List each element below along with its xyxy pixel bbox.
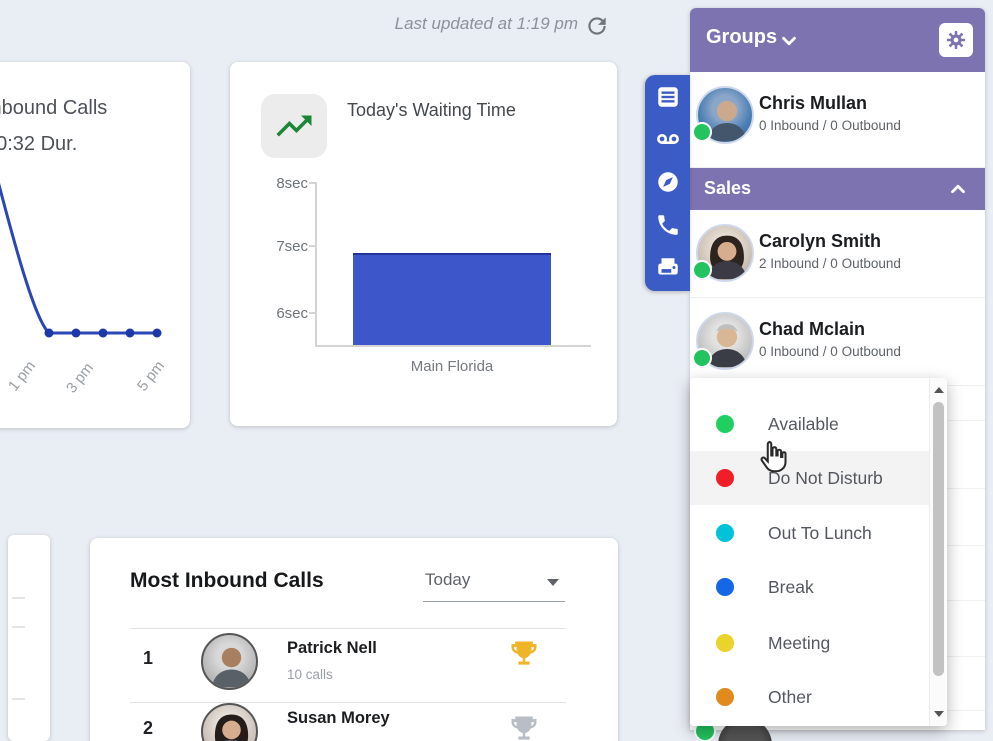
do-not-disturb-dot xyxy=(716,469,734,487)
avatar xyxy=(201,703,258,741)
inbound-duration-label: 00:32 Dur. xyxy=(0,133,78,155)
status-option-other[interactable]: Other xyxy=(690,670,929,724)
rank-number: 2 xyxy=(143,718,154,738)
inbound-calls-label: Inbound Calls xyxy=(0,97,108,119)
groups-title: Groups xyxy=(706,26,778,48)
last-updated-text: Last updated at 1:19 pm xyxy=(394,14,578,33)
sales-group-label: Sales xyxy=(704,178,752,198)
inbound-calls-line-chart xyxy=(0,182,162,338)
bar-category-label: Main Florida xyxy=(410,358,494,375)
x-axis xyxy=(315,345,591,347)
agent-row-chad-mclain[interactable]: Chad Mclain 0 Inbound / 0 Outbound xyxy=(690,298,985,386)
leader-calls: 10 calls xyxy=(287,667,333,682)
trending-up-icon xyxy=(276,115,312,137)
status-option-out-to-lunch[interactable]: Out To Lunch xyxy=(690,506,929,560)
scroll-up-arrow[interactable] xyxy=(934,387,944,393)
status-dot xyxy=(692,260,712,280)
silver-trophy-icon xyxy=(509,713,539,741)
status-dot xyxy=(692,348,712,368)
inbound-calls-card: Inbound Calls 00:32 Dur. 1 pm 3 pm 5 pm xyxy=(0,62,190,428)
voicemail-icon[interactable] xyxy=(655,126,681,152)
agent-stats: 2 Inbound / 0 Outbound xyxy=(759,256,901,271)
gold-trophy-icon xyxy=(509,638,539,670)
status-options-list: Available Do Not Disturb Out To Lunch Br… xyxy=(690,378,929,726)
waiting-time-bar-main-florida xyxy=(353,253,551,345)
meeting-dot xyxy=(716,634,734,652)
status-option-meeting[interactable]: Meeting xyxy=(690,616,929,670)
trend-icon-tile xyxy=(261,94,327,158)
leader-name: Patrick Nell xyxy=(287,639,377,657)
break-dot xyxy=(716,578,734,596)
waiting-time-title: Today's Waiting Time xyxy=(347,100,516,120)
waiting-time-card: Today's Waiting Time 8sec 7sec 6sec Main… xyxy=(230,62,617,426)
y-axis xyxy=(315,182,317,346)
period-selected-value: Today xyxy=(425,570,471,589)
out-to-lunch-dot xyxy=(716,524,734,542)
agent-name: Chad Mclain xyxy=(759,319,866,339)
rank-number: 1 xyxy=(143,648,154,668)
inbound-card-title: Inbound Calls 00:32 Dur. xyxy=(0,90,107,162)
chevron-down-icon[interactable] xyxy=(778,30,800,52)
agent-name: Carolyn Smith xyxy=(759,231,882,251)
fax-icon[interactable] xyxy=(655,255,681,281)
sales-group-header[interactable]: Sales xyxy=(690,168,985,210)
agent-row-carolyn-smith[interactable]: Carolyn Smith 2 Inbound / 0 Outbound xyxy=(690,210,985,298)
chevron-up-icon[interactable] xyxy=(947,178,969,200)
groups-settings-button[interactable] xyxy=(939,23,973,57)
gear-icon xyxy=(946,30,966,50)
dropdown-scrollbar[interactable] xyxy=(929,378,947,726)
phone-icon[interactable] xyxy=(655,212,681,238)
y-tick-6sec: 6sec xyxy=(276,305,308,322)
scroll-down-arrow[interactable] xyxy=(934,711,944,717)
leader-name: Susan Morey xyxy=(287,709,390,727)
select-caret-icon xyxy=(547,579,559,586)
period-select[interactable]: Today xyxy=(423,566,565,602)
most-inbound-calls-card: Most Inbound Calls Today 1 Patrick Nell … xyxy=(90,538,618,741)
scrollbar-thumb[interactable] xyxy=(933,402,944,676)
available-dot xyxy=(716,415,734,433)
agent-stats: 0 Inbound / 0 Outbound xyxy=(759,344,901,359)
side-toolbar xyxy=(645,75,690,291)
leaderboard-title: Most Inbound Calls xyxy=(130,569,324,592)
compass-icon[interactable] xyxy=(655,169,681,195)
status-option-available[interactable]: Available xyxy=(690,397,929,451)
status-dropdown-menu: Available Do Not Disturb Out To Lunch Br… xyxy=(690,378,947,726)
cursor-pointer-hand-icon xyxy=(754,438,792,476)
status-option-do-not-disturb[interactable]: Do Not Disturb xyxy=(690,451,929,505)
avatar xyxy=(201,633,258,690)
refresh-icon[interactable] xyxy=(584,13,610,39)
agent-row-chris-mullan[interactable]: Chris Mullan 0 Inbound / 0 Outbound xyxy=(690,72,985,168)
y-tick-7sec: 7sec xyxy=(276,238,308,255)
other-dot xyxy=(716,688,734,706)
status-dot xyxy=(692,122,712,142)
y-tick-8sec: 8sec xyxy=(276,175,308,192)
status-option-break[interactable]: Break xyxy=(690,560,929,614)
list-icon[interactable] xyxy=(655,84,681,110)
groups-header: Groups xyxy=(690,8,985,72)
avatar xyxy=(696,312,754,370)
agent-name: Chris Mullan xyxy=(759,93,868,113)
agent-stats: 0 Inbound / 0 Outbound xyxy=(759,118,901,133)
partial-chart-card xyxy=(8,535,50,741)
